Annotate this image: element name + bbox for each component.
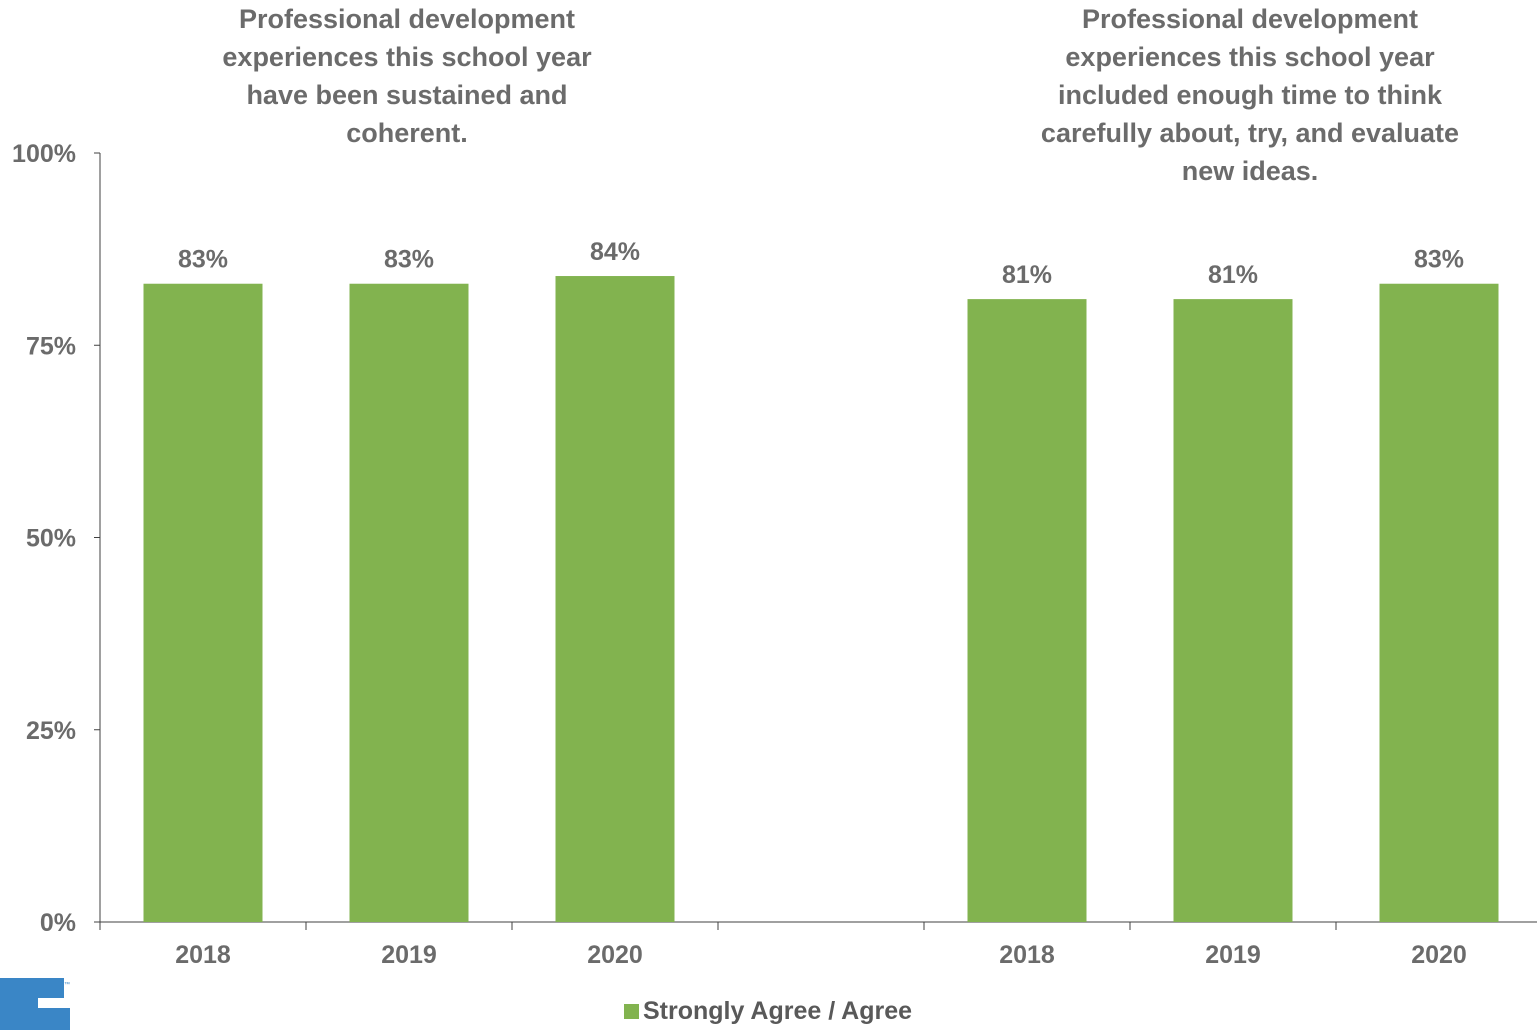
x-tick-label: 2018 (999, 941, 1055, 969)
bar (349, 283, 469, 923)
legend-label: Strongly Agree / Agree (643, 997, 913, 1025)
panel-title-line: included enough time to think (1058, 80, 1443, 110)
x-tick-label: 2020 (587, 941, 643, 969)
x-tick-label: 2018 (175, 941, 231, 969)
x-tick-label: 2019 (381, 941, 437, 969)
y-tick-label: 100% (12, 140, 76, 168)
data-label: 83% (1414, 246, 1464, 274)
panel-title-line: carefully about, try, and evaluate (1041, 118, 1459, 148)
logo-icon: ™ (0, 978, 70, 1030)
x-tick-label: 2019 (1205, 941, 1261, 969)
panel-title-line: experiences this school year (222, 42, 592, 72)
legend: Strongly Agree / Agree (624, 997, 912, 1026)
bar (967, 299, 1087, 922)
data-label: 84% (590, 238, 640, 266)
bar (555, 276, 675, 922)
y-tick-label: 50% (26, 525, 76, 553)
panel-title-line: coherent. (346, 118, 468, 148)
y-tick-label: 75% (26, 332, 76, 360)
legend-swatch (624, 1004, 639, 1019)
panel-title-line: experiences this school year (1065, 42, 1435, 72)
bar (1173, 299, 1293, 922)
panel-title-line: Professional development (239, 4, 575, 34)
panel-title-line: Professional development (1082, 4, 1418, 34)
panel-title-line: new ideas. (1182, 156, 1319, 186)
bar (143, 283, 263, 923)
data-label: 81% (1208, 261, 1258, 289)
x-tick-label: 2020 (1411, 941, 1467, 969)
data-label: 83% (384, 246, 434, 274)
data-label: 83% (178, 246, 228, 274)
y-tick-label: 0% (40, 909, 76, 937)
y-tick-label: 25% (26, 717, 76, 745)
bar (1379, 283, 1499, 923)
panel-title-line: have been sustained and (246, 80, 567, 110)
svg-text:™: ™ (64, 981, 70, 988)
data-label: 81% (1002, 261, 1052, 289)
